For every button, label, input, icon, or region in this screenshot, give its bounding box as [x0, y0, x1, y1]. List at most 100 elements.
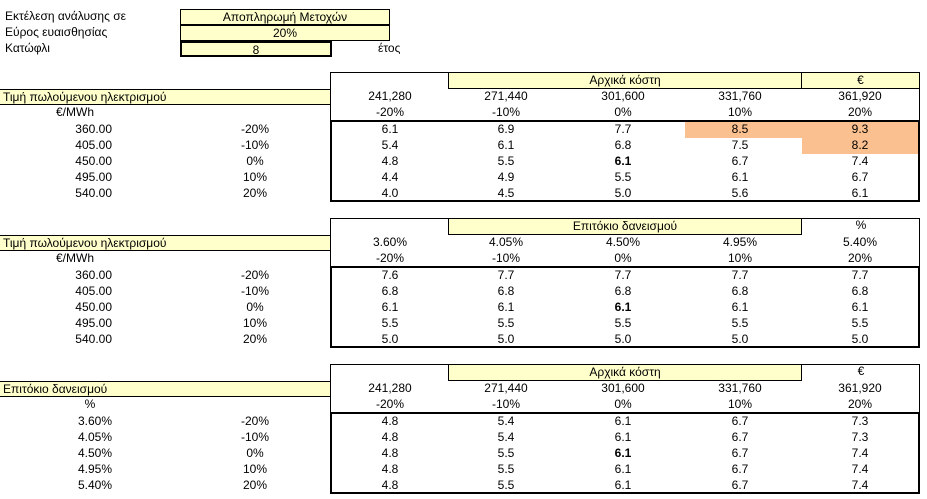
row-variable-band: Επιτόκιο δανεισμού	[0, 381, 330, 397]
row-variable-band: Τιμή πωλούμενου ηλεκτρισμού	[0, 235, 330, 251]
row-value: 4.50%	[77, 446, 112, 460]
result-cell: 4.0	[381, 186, 399, 200]
col-pct: -10%	[491, 397, 520, 411]
column-variable-header: Επιτόκιο δανεισμού	[448, 218, 802, 235]
row-variable-title: Τιμή πωλούμενου ηλεκτρισμού	[3, 90, 167, 104]
col-pct: 0%	[614, 397, 632, 411]
col-value: 5.40%	[842, 235, 878, 249]
row-value: 360.00	[75, 268, 112, 282]
result-cell: 5.5	[497, 446, 515, 460]
result-cell: 6.7	[731, 446, 749, 460]
row-pct: 10%	[242, 316, 268, 330]
threshold-unit: έτος	[378, 41, 401, 55]
result-cell: 6.1	[614, 462, 632, 476]
result-cell: 7.7	[614, 268, 632, 282]
col-pct: 10%	[727, 251, 753, 265]
result-cell: 6.1	[614, 414, 632, 428]
threshold-label: Κατώφλι	[5, 41, 50, 55]
result-cell: 5.5	[614, 316, 632, 330]
column-unit-header: €	[857, 364, 865, 378]
col-value: 361,920	[838, 89, 882, 103]
result-cell: 5.4	[381, 138, 399, 152]
result-cell: 6.1	[497, 138, 515, 152]
col-pct: -10%	[491, 105, 520, 119]
result-cell: 6.7	[731, 414, 749, 428]
row-value: 540.00	[75, 332, 112, 346]
result-cell: 7.7	[731, 268, 749, 282]
row-variable-title: Τιμή πωλούμενου ηλεκτρισμού	[3, 236, 167, 250]
col-value: 271,440	[484, 89, 528, 103]
result-cell: 6.1	[614, 478, 632, 492]
result-cell: 6.1	[851, 300, 869, 314]
base-case-cell: 6.1	[614, 300, 632, 314]
col-value: 361,920	[838, 381, 882, 395]
result-cell: 5.0	[497, 332, 515, 346]
row-value: 4.95%	[77, 462, 112, 476]
result-cell: 5.0	[381, 332, 399, 346]
row-pct: -20%	[240, 414, 269, 428]
row-pct: 20%	[242, 186, 268, 200]
result-cell: 6.7	[731, 154, 749, 168]
row-unit: %	[84, 397, 96, 411]
result-cell: 7.3	[851, 414, 869, 428]
col-pct: -10%	[491, 251, 520, 265]
result-cell: 6.7	[731, 430, 749, 444]
col-value: 4.50%	[605, 235, 641, 249]
results-frame	[330, 266, 920, 348]
result-cell: 5.5	[497, 462, 515, 476]
result-cell: 6.1	[731, 170, 749, 184]
threshold-highlight	[802, 138, 918, 154]
result-cell: 6.7	[851, 170, 869, 184]
result-cell: 6.1	[381, 300, 399, 314]
result-cell: 7.4	[851, 446, 869, 460]
row-value: 540.00	[75, 186, 112, 200]
result-cell: 6.1	[851, 186, 869, 200]
col-pct: -20%	[375, 105, 404, 119]
result-cell: 5.5	[497, 478, 515, 492]
result-cell: 7.3	[851, 430, 869, 444]
result-cell: 5.6	[731, 186, 749, 200]
result-cell: 4.8	[381, 414, 399, 428]
row-variable-title: Επιτόκιο δανεισμού	[3, 382, 108, 396]
result-cell: 5.0	[614, 186, 632, 200]
result-cell: 4.8	[381, 154, 399, 168]
result-cell: 5.0	[851, 332, 869, 346]
result-cell: 4.8	[381, 478, 399, 492]
threshold-input[interactable]: 8	[180, 41, 332, 57]
row-variable-band: Τιμή πωλούμενου ηλεκτρισμού	[0, 89, 330, 105]
column-unit-header: %	[855, 218, 867, 232]
col-value: 271,440	[484, 381, 528, 395]
result-cell: 6.1	[381, 122, 399, 136]
row-pct: -20%	[240, 268, 269, 282]
col-value: 331,760	[718, 89, 762, 103]
row-pct: 0%	[246, 300, 264, 314]
col-pct: 10%	[727, 397, 753, 411]
result-cell: 7.4	[851, 478, 869, 492]
row-value: 4.05%	[77, 430, 112, 444]
result-cell: 6.1	[497, 300, 515, 314]
col-value: 3.60%	[372, 235, 408, 249]
result-cell: 7.7	[851, 268, 869, 282]
analysis-select[interactable]: Αποπληρωμή Μετοχών	[180, 9, 390, 25]
row-pct: 10%	[242, 462, 268, 476]
column-unit-header: €	[802, 72, 920, 89]
base-case-cell: 6.1	[614, 446, 632, 460]
result-cell: 6.7	[731, 478, 749, 492]
range-label: Εύρος ευαισθησίας	[5, 25, 108, 39]
range-input[interactable]: 20%	[180, 25, 390, 41]
result-cell: 5.5	[497, 316, 515, 330]
results-frame	[330, 120, 920, 202]
row-value: 405.00	[75, 284, 112, 298]
result-cell: 5.4	[497, 414, 515, 428]
analysis-label: Εκτέλεση ανάλυσης σε	[5, 9, 126, 23]
col-value: 331,760	[718, 381, 762, 395]
col-value: 4.05%	[488, 235, 524, 249]
result-cell: 6.7	[731, 462, 749, 476]
column-variable-header: Αρχικά κόστη	[448, 364, 802, 381]
result-cell: 5.0	[731, 332, 749, 346]
row-pct: 10%	[242, 170, 268, 184]
result-cell: 4.8	[381, 430, 399, 444]
result-cell: 6.8	[614, 138, 632, 152]
row-value: 405.00	[75, 138, 112, 152]
row-pct: -20%	[240, 122, 269, 136]
